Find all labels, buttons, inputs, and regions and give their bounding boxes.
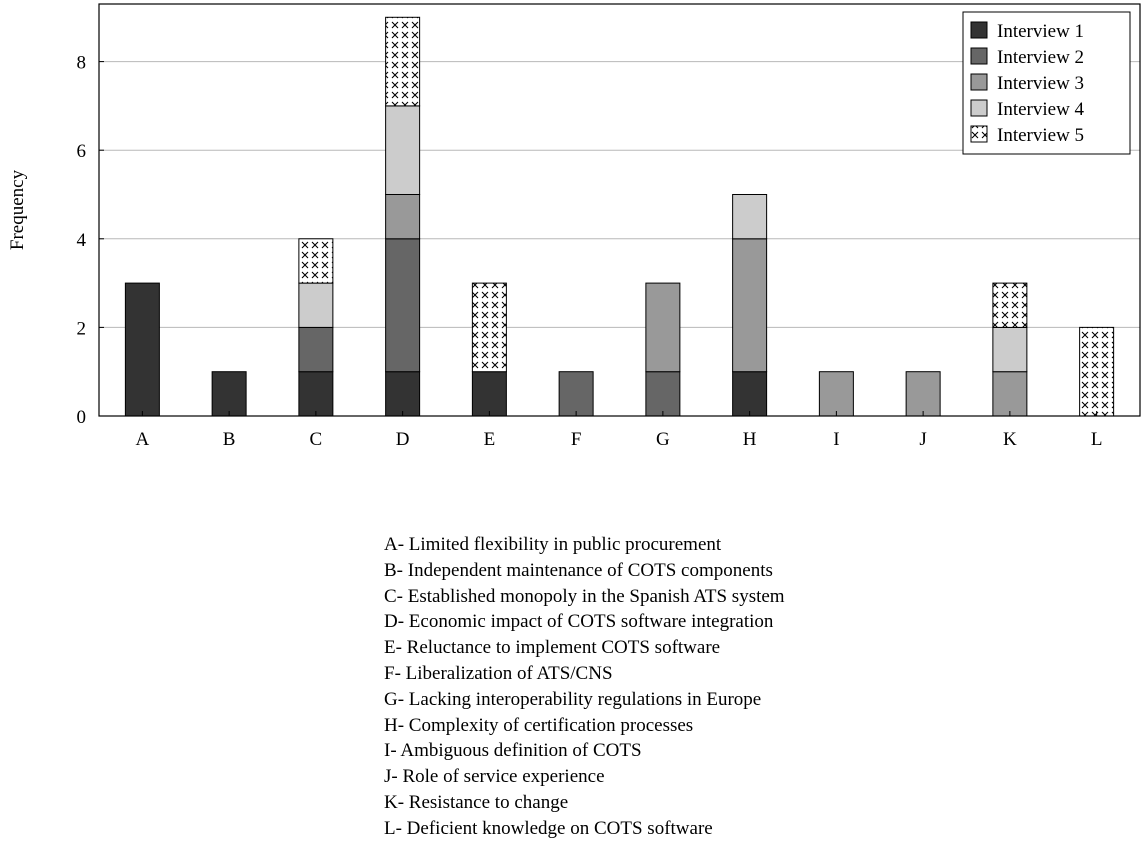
bar-K-series-4 <box>992 326 1028 373</box>
legend-label: Interview 2 <box>997 47 1084 68</box>
key-item: E- Reluctance to implement COTS software <box>384 637 721 659</box>
legend-swatch <box>970 47 988 65</box>
bar-A-series-1 <box>124 282 160 417</box>
y-axis-ticks: 0 2 4 6 8 <box>77 53 104 428</box>
bar-H-series-4 <box>732 193 768 240</box>
bar-J-series-3 <box>905 371 941 417</box>
legend-label: Interview 1 <box>997 21 1084 42</box>
legend-swatch <box>970 99 988 117</box>
x-axis-ticks: A B C D E F G H I J K L <box>136 411 1103 450</box>
key-item: F- Liberalization of ATS/CNS <box>384 662 613 684</box>
bars <box>124 16 1115 417</box>
x-tick-label: E <box>484 429 496 450</box>
bar-L-series-5 <box>1079 326 1115 417</box>
legend-swatch <box>970 73 988 91</box>
stacked-bar-chart: 0 2 4 6 8 A B C D E F G H I J K L Frequency Interview 1… <box>7 3 1141 450</box>
plot-area-frame <box>98 3 1141 417</box>
y-tick-label: 2 <box>77 318 87 339</box>
key-item: G- Lacking interoperability regulations … <box>384 688 762 710</box>
x-tick-label: C <box>310 429 323 450</box>
bar-E-series-5 <box>471 282 507 373</box>
bar-H-series-3 <box>732 238 768 373</box>
key-item: K- Resistance to change <box>384 791 569 813</box>
key-item: I- Ambiguous definition of COTS <box>384 740 642 762</box>
legend-box <box>962 11 1131 155</box>
legend-swatch <box>970 125 988 143</box>
x-tick-label: I <box>833 429 839 450</box>
legend-label: Interview 4 <box>997 99 1085 120</box>
x-tick-label: L <box>1091 429 1103 450</box>
bar-K-series-3 <box>992 371 1028 417</box>
x-tick-label: A <box>136 429 150 450</box>
bar-H-series-1 <box>732 371 768 417</box>
bar-D-series-2 <box>385 238 421 373</box>
bar-G-series-2 <box>645 371 681 417</box>
y-tick-label: 8 <box>77 53 87 74</box>
key-item: L- Deficient knowledge on COTS software <box>384 817 713 839</box>
bar-I-series-3 <box>818 371 854 417</box>
bar-D-series-5 <box>385 16 421 107</box>
bar-D-series-3 <box>385 193 421 240</box>
bar-D-series-1 <box>385 371 421 417</box>
y-tick-label: 4 <box>77 230 87 251</box>
bar-D-series-4 <box>385 105 421 195</box>
x-tick-label: B <box>223 429 236 450</box>
bar-C-series-5 <box>298 238 334 284</box>
key-item: J- Role of service experience <box>384 766 605 788</box>
bar-C-series-4 <box>298 282 334 328</box>
x-tick-label: D <box>396 429 410 450</box>
key-item: B- Independent maintenance of COTS compo… <box>384 559 773 581</box>
bar-F-series-2 <box>558 371 594 417</box>
x-tick-label: G <box>656 429 670 450</box>
x-tick-label: K <box>1003 429 1017 450</box>
bar-C-series-2 <box>298 326 334 373</box>
bar-G-series-3 <box>645 282 681 373</box>
y-tick-label: 0 <box>77 407 87 428</box>
legend-label: Interview 3 <box>997 73 1084 94</box>
key-item: A- Limited flexibility in public procure… <box>384 534 722 555</box>
bar-B-series-1 <box>211 371 247 417</box>
legend-label: Interview 5 <box>997 125 1084 146</box>
category-key: A- Limited flexibility in public procure… <box>384 532 785 842</box>
x-tick-label: J <box>919 429 926 450</box>
y-axis-title: Frequency <box>7 169 28 250</box>
key-item: D- Economic impact of COTS software inte… <box>384 611 774 633</box>
legend: Interview 1 Interview 2 Interview 3 Intervi… <box>962 11 1131 155</box>
bar-C-series-1 <box>298 371 334 417</box>
key-item: H- Complexity of certification processes <box>384 714 694 736</box>
key-item: C- Established monopoly in the Spanish A… <box>384 585 785 607</box>
x-tick-label: H <box>743 429 757 450</box>
bar-E-series-1 <box>471 371 507 417</box>
bar-K-series-5 <box>992 282 1028 328</box>
legend-swatch <box>970 21 988 39</box>
x-tick-label: F <box>571 429 582 450</box>
y-tick-label: 6 <box>77 141 87 162</box>
